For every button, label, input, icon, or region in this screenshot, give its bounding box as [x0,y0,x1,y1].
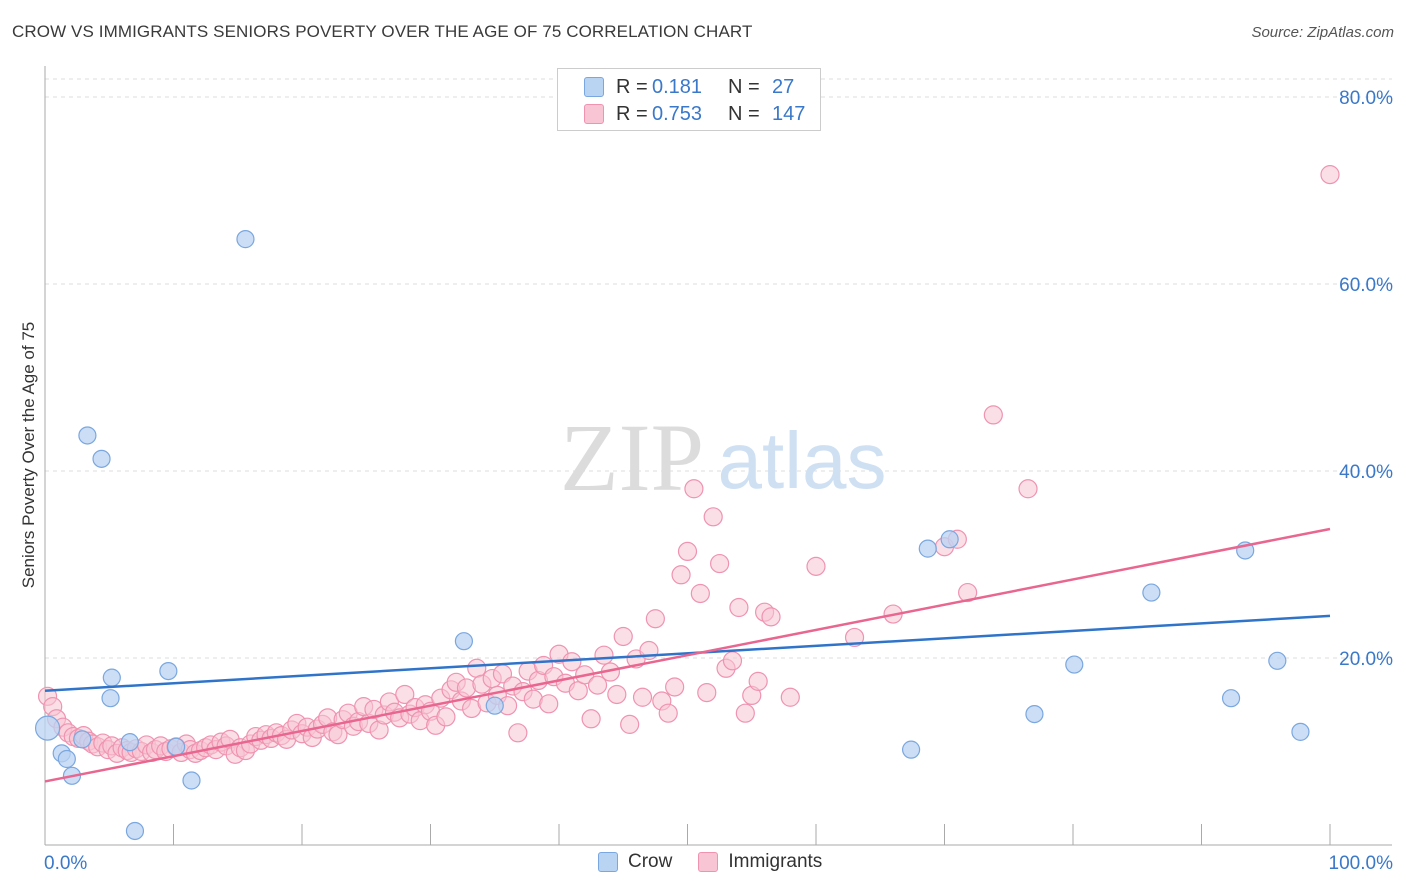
legend-crow-n-label: N = [728,75,760,98]
legend-imm-n-value: 147 [772,102,806,125]
immigrants-point [729,597,749,618]
crow-point [940,530,959,549]
crow-points [34,230,1310,841]
crow-point [102,668,121,687]
immigrants-point [436,707,456,727]
legend-imm-n-label: N = [728,102,760,125]
immigrants-point [658,703,678,723]
immigrants-point [703,507,723,527]
y-tick-label: 60.0% [1339,275,1393,296]
immigrants-point [671,565,691,585]
immigrants-point [1320,165,1340,185]
immigrants-point [395,684,415,705]
immigrants-point [761,607,781,627]
legend-crow-n-value: 27 [772,75,795,98]
crow-point [1268,651,1287,670]
crow-swatch-bottom [598,852,618,872]
bottom-legend-immigrants-label: Immigrants [728,851,823,872]
immigrants-point [748,671,768,691]
tick-labels: 20.0% 40.0% 60.0% 80.0% 0.0% 100.0% [44,88,1393,874]
crow-point [485,696,504,715]
bottom-legend-crow-label: Crow [628,851,673,872]
immigrants-point [735,703,755,723]
legend-imm-r-value: 0.753 [652,102,703,125]
legend-crow-r-label: R = [616,75,648,98]
crow-point [1065,655,1084,674]
immigrants-point [844,627,865,648]
y-tick-label: 40.0% [1339,462,1393,483]
trend-lines [44,527,1331,783]
immigrants-point [690,583,710,604]
y-tick-label: 20.0% [1339,649,1393,670]
immigrants-point [645,609,665,629]
bottom-legend: Crow Immigrants [598,851,848,873]
crow-point [34,715,61,741]
crow-point [101,689,120,708]
x-tick-label-max: 100.0% [1329,853,1394,874]
crow-point [73,730,92,749]
immigrants-point [710,553,730,574]
x-tick-label-min: 0.0% [44,853,87,874]
crow-point [92,449,111,468]
immigrants-point [587,675,608,695]
crow-point [236,230,255,249]
immigrants-point [677,541,698,562]
crow-point [125,821,145,841]
crow-point [918,539,937,558]
immigrants-point [620,714,640,734]
immigrants-point [983,405,1003,425]
source-label: Source: ZipAtlas.com [1251,24,1394,41]
immigrants-point [722,651,743,671]
immigrants-point [539,694,559,714]
watermark-atlas: atlas [718,416,887,505]
watermark: ZIP atlas [560,404,886,511]
immigrants-point [467,658,487,678]
immigrants-point [613,626,633,647]
watermark-zip: ZIP [560,404,704,511]
legend-imm-r-label: R = [616,102,648,125]
immigrants-point [632,687,653,707]
immigrants-point [1018,479,1038,499]
crow-point [454,632,474,651]
crow-point [1142,583,1161,602]
immigrants-trend-line [44,527,1331,783]
axes [44,66,1392,846]
legend: R = 0.181 N = 27 R = 0.753 N = 147 [557,68,821,131]
crow-point [166,737,186,756]
immigrants-point [958,582,978,603]
immigrants-point [594,645,614,665]
legend-row-crow: R = 0.181 N = 27 [584,75,794,99]
bottom-legend-immigrants: Immigrants [698,851,822,873]
crow-point [57,749,76,769]
legend-crow-r-value: 0.181 [652,75,703,98]
crow-point [901,740,921,759]
crow-point [1221,689,1241,708]
legend-row-immigrants: R = 0.753 N = 147 [584,102,805,126]
immigrants-point [508,723,528,743]
crow-point [78,426,97,445]
crow-point [120,733,139,752]
immigrants-point [780,687,800,707]
crow-point [1291,722,1310,741]
bottom-legend-crow: Crow [598,851,672,873]
immigrants-swatch [584,104,604,124]
immigrants-point [665,677,685,697]
immigrants-swatch-bottom [698,852,719,872]
immigrants-point [684,479,704,499]
crow-point [182,771,201,790]
y-tick-label: 80.0% [1339,88,1393,109]
crow-swatch [584,77,604,97]
immigrants-point [697,682,717,703]
crow-point [1025,704,1044,724]
immigrants-point [806,556,826,576]
chart-title: CROW VS IMMIGRANTS SENIORS POVERTY OVER … [12,22,753,41]
crow-point [159,661,178,681]
immigrants-point [581,709,601,729]
y-axis-label: Seniors Poverty Over the Age of 75 [19,322,38,588]
crow-trend-line [44,614,1331,692]
immigrants-point [607,684,627,705]
